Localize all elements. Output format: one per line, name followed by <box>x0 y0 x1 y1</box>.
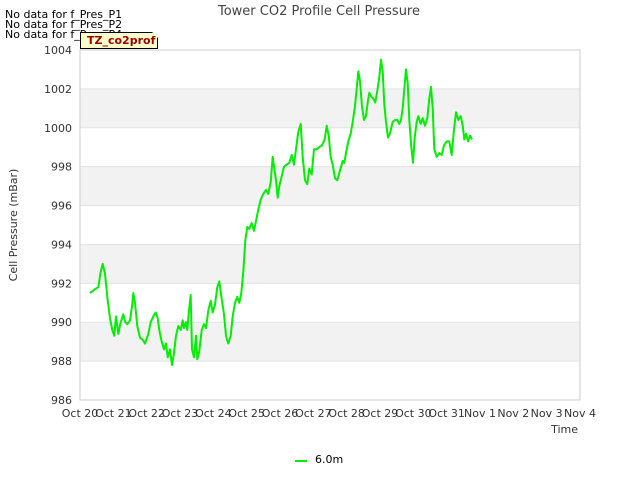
grid-band <box>80 88 580 128</box>
x-tick-label: Oct 20 <box>62 407 99 420</box>
chart-title: Tower CO2 Profile Cell Pressure <box>217 4 420 19</box>
site-badge-label: TZ_co2prof <box>87 34 156 47</box>
y-tick-label: 1004 <box>44 44 72 57</box>
nodata-note-p1: No data for f_Pres_P1 <box>5 8 123 21</box>
grid-band <box>80 166 580 206</box>
x-tick-label: Oct 28 <box>328 407 365 420</box>
grid-band <box>80 283 580 323</box>
x-tick-label: Oct 22 <box>128 407 165 420</box>
y-tick-label: 992 <box>51 277 72 290</box>
x-tick-label: Oct 23 <box>162 407 199 420</box>
x-tick-label: Oct 27 <box>295 407 332 420</box>
x-tick-label: Oct 31 <box>428 407 465 420</box>
x-tick-label: Oct 30 <box>395 407 432 420</box>
x-tick-label: Oct 29 <box>362 407 399 420</box>
grid-band <box>80 50 580 89</box>
x-tick-label: Nov 2 <box>497 407 529 420</box>
y-axis-label: Cell Pressure (mBar) <box>7 169 20 282</box>
series-group <box>89 58 473 366</box>
x-tick-label: Nov 1 <box>464 407 496 420</box>
legend-swatch-6m <box>295 460 307 462</box>
legend-label-6m: 6.0m <box>315 453 344 466</box>
x-axis-label: Time <box>550 423 578 436</box>
series-line-6.0m <box>89 58 473 366</box>
gridline-bands <box>80 49 580 401</box>
y-tick-label: 1000 <box>44 122 72 135</box>
x-tick-label: Oct 26 <box>262 407 299 420</box>
grid-band <box>80 244 580 284</box>
grid-band <box>80 205 580 245</box>
y-tick-label: 998 <box>51 161 72 174</box>
plot-frame <box>79 49 581 401</box>
y-tick-label: 996 <box>51 200 72 213</box>
y-tick-label: 990 <box>51 316 72 329</box>
x-tick-label: Nov 4 <box>564 407 596 420</box>
x-tick-label: Oct 24 <box>195 407 232 420</box>
y-tick-label: 986 <box>51 394 72 407</box>
x-tick-label: Oct 25 <box>228 407 265 420</box>
grid-band <box>80 322 580 362</box>
y-tick-label: 988 <box>51 355 72 368</box>
x-tick-label: Nov 3 <box>531 407 563 420</box>
grid-band <box>80 361 580 400</box>
badge-fold-corner <box>152 32 158 38</box>
nodata-note-p2: No data for f_Pres_P2 <box>5 18 123 31</box>
x-tick-label: Oct 21 <box>95 407 132 420</box>
y-tick-label: 1002 <box>44 83 72 96</box>
y-tick-labels: 986 988 990 992 994 996 998 1000 1002 1004 <box>44 44 72 407</box>
y-tick-label: 994 <box>51 238 72 251</box>
site-badge: TZ_co2prof <box>80 32 158 49</box>
